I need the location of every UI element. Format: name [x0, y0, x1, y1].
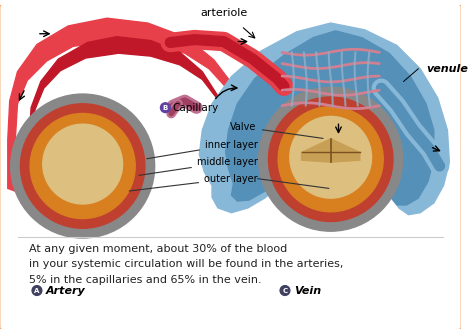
Text: C: C: [283, 288, 288, 294]
Ellipse shape: [259, 87, 403, 231]
Text: Vein: Vein: [294, 286, 321, 296]
Ellipse shape: [280, 286, 290, 295]
FancyBboxPatch shape: [0, 4, 462, 330]
Ellipse shape: [43, 124, 123, 204]
Ellipse shape: [290, 117, 372, 198]
Polygon shape: [29, 37, 228, 185]
Text: arteriole: arteriole: [200, 8, 247, 18]
Ellipse shape: [268, 97, 393, 221]
Ellipse shape: [20, 104, 145, 228]
Text: venule: venule: [426, 64, 468, 74]
Text: At any given moment, about 30% of the blood
in your systemic circulation will be: At any given moment, about 30% of the bl…: [29, 244, 344, 285]
Text: Valve: Valve: [230, 122, 323, 138]
Text: outer layer: outer layer: [129, 174, 258, 191]
Text: Capillary: Capillary: [172, 103, 219, 113]
Polygon shape: [200, 23, 449, 215]
Text: Artery: Artery: [46, 286, 85, 296]
Ellipse shape: [30, 114, 135, 218]
Text: middle layer: middle layer: [139, 157, 258, 175]
Ellipse shape: [32, 286, 42, 295]
Polygon shape: [226, 31, 434, 205]
Text: B: B: [163, 105, 168, 111]
Ellipse shape: [161, 103, 170, 113]
Text: A: A: [34, 288, 40, 294]
Polygon shape: [8, 18, 253, 191]
Polygon shape: [301, 139, 331, 162]
Text: inner layer: inner layer: [146, 140, 258, 159]
Ellipse shape: [11, 94, 155, 238]
Polygon shape: [331, 139, 360, 162]
Ellipse shape: [278, 107, 383, 212]
